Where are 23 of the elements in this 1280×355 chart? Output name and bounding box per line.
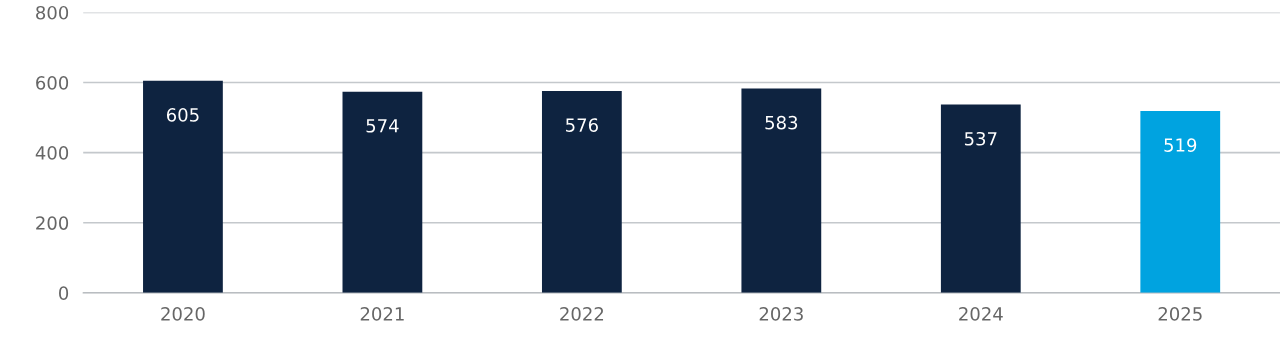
y-tick-label: 400: [35, 146, 69, 160]
data-label: 574: [366, 119, 399, 133]
x-tick-label: 2020: [161, 307, 205, 321]
bar: [940, 104, 1021, 293]
bar: [143, 80, 223, 293]
x-tick-label: 2025: [1158, 307, 1202, 321]
y-tick-label: 0: [59, 286, 69, 300]
x-tick-label: 2022: [560, 307, 604, 321]
y-tick-label: 600: [36, 76, 69, 90]
data-label: 537: [964, 131, 997, 146]
bar: [342, 91, 423, 293]
bar: [541, 90, 622, 293]
data-label: 576: [566, 118, 598, 132]
data-label: 605: [166, 108, 199, 122]
data-label: 519: [1164, 138, 1197, 152]
x-tick-label: 2023: [759, 307, 803, 321]
y-tick-label: 800: [36, 5, 69, 20]
x-tick-label: 2024: [959, 307, 1003, 321]
y-tick-label: 200: [36, 216, 69, 230]
bar: [1140, 110, 1221, 293]
bar: [741, 88, 822, 293]
x-tick-label: 2021: [360, 307, 404, 321]
data-label: 583: [765, 115, 798, 130]
